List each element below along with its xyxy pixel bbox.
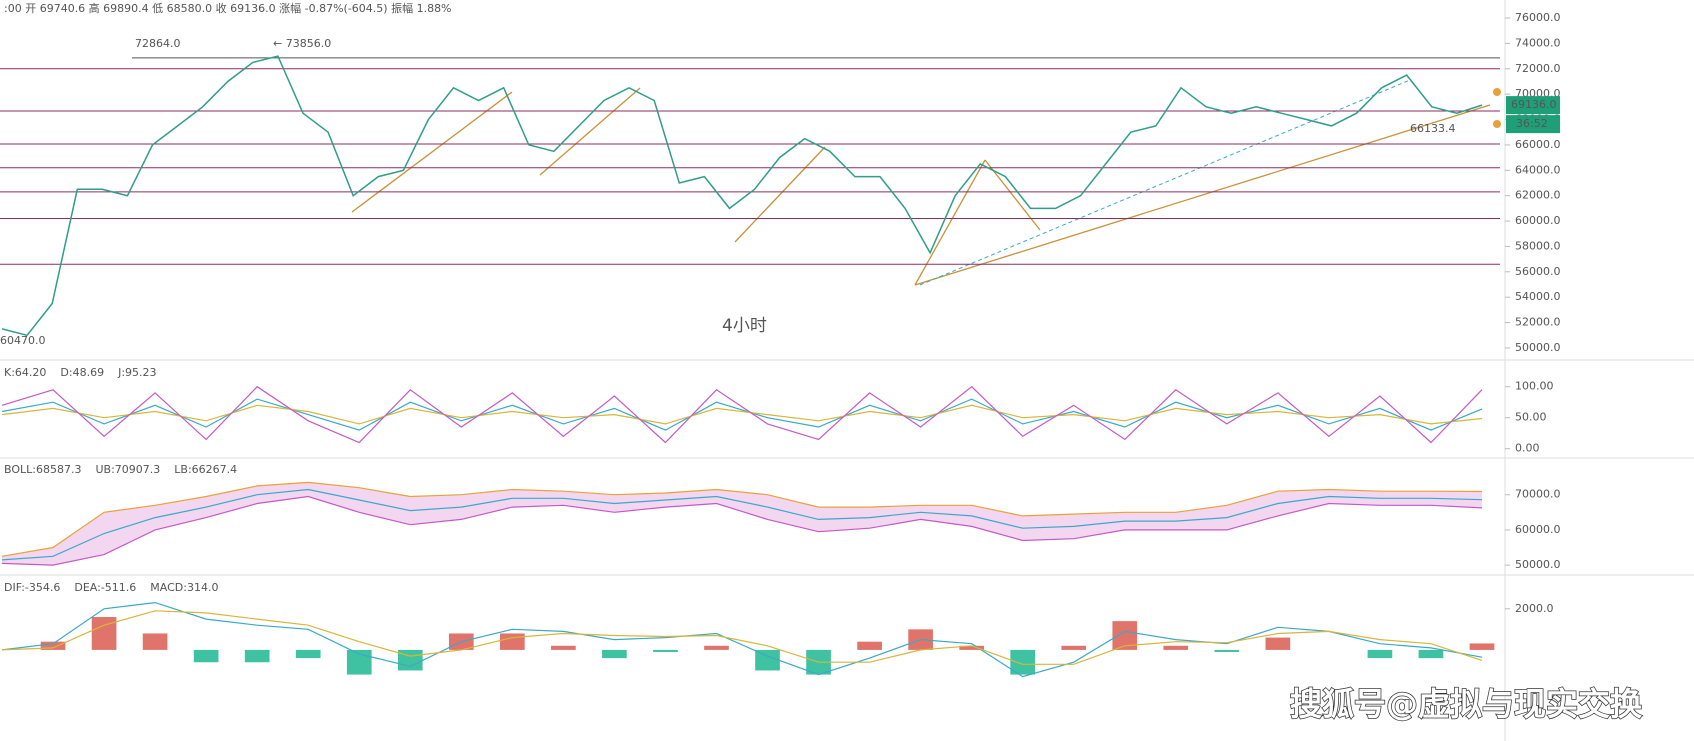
indicator-line	[1, 385, 1483, 444]
indicator-line	[1, 488, 1483, 561]
indicator-label: MACD:314.0	[150, 581, 218, 594]
handle	[1493, 88, 1501, 96]
y-tick-label: 60000.0	[1515, 523, 1561, 536]
countdown: 36:52	[1516, 117, 1548, 130]
macd-bar	[1061, 645, 1087, 650]
macd-bar	[1265, 637, 1291, 650]
indicator-line	[1, 601, 1483, 678]
macd-bar	[1418, 649, 1444, 659]
y-tick-label: 72000.0	[1515, 62, 1561, 75]
y-tick-label: 0.00	[1515, 442, 1540, 455]
indicator-line	[1, 404, 1483, 425]
macd-bar	[1214, 649, 1240, 652]
y-tick-label: 50000.0	[1515, 558, 1561, 571]
last-price-badge	[1506, 96, 1560, 115]
handle	[1493, 120, 1501, 128]
macd-bar	[1469, 643, 1495, 650]
indicator-line	[1, 398, 1483, 431]
macd-bar	[653, 649, 678, 652]
macd-bar	[40, 641, 66, 650]
y-tick-label: 2000.0	[1515, 602, 1554, 615]
macd-bar	[500, 633, 525, 650]
macd-bar	[602, 649, 627, 659]
macd-bar	[244, 649, 270, 663]
annotation: ← 73856.0	[273, 37, 331, 50]
macd-bar	[857, 641, 882, 650]
trend-line	[914, 104, 1491, 286]
macd-bar	[959, 645, 984, 650]
indicator-label: DEA:-511.6	[74, 581, 136, 594]
indicator-label: J:95.23	[117, 366, 156, 379]
indicator-label: LB:66267.4	[174, 463, 237, 476]
y-tick-label: 56000.0	[1515, 265, 1561, 278]
macd-bar	[397, 649, 423, 671]
ohlc-header: :00 开 69740.6 高 69890.4 低 68580.0 收 6913…	[4, 1, 452, 15]
macd-bar	[91, 617, 117, 650]
indicator-label: DIF:-354.6	[4, 581, 60, 594]
macd-bar	[295, 649, 321, 659]
trend-lines	[351, 87, 1491, 286]
annotation: 72864.0	[135, 37, 181, 50]
countdown-badge	[1506, 115, 1560, 134]
macd-bar	[755, 649, 780, 671]
macd-bar	[1367, 649, 1393, 659]
y-tick-label: 76000.0	[1515, 11, 1561, 24]
macd-bar	[704, 645, 729, 650]
y-tick-label: 52000.0	[1515, 316, 1561, 329]
indicator-label: D:48.69	[60, 366, 104, 379]
macd-bar	[551, 645, 576, 650]
indicator-label: K:64.20	[4, 366, 46, 379]
y-tick-label: 62000.0	[1515, 189, 1561, 202]
annotation: 4小时	[722, 316, 767, 336]
trend-line	[539, 87, 641, 176]
y-tick-label: 66000.0	[1515, 138, 1561, 151]
y-tick-label: 74000.0	[1515, 36, 1561, 49]
y-tick-label: 58000.0	[1515, 239, 1561, 252]
indicator-label: UB:70907.3	[95, 463, 160, 476]
indicator-line	[1, 610, 1483, 665]
trend-line	[734, 146, 826, 243]
last-price-label: 69136.0	[1511, 98, 1557, 111]
y-tick-label: 100.00	[1515, 380, 1554, 393]
macd-bar	[1010, 649, 1036, 675]
band-fill	[2, 482, 1482, 566]
macd-bar	[142, 633, 168, 650]
y-tick-label: 54000.0	[1515, 290, 1561, 303]
annotation: 66133.4	[1410, 122, 1456, 135]
trend-line-dashed	[919, 79, 1411, 286]
macd-bar	[193, 649, 219, 663]
y-tick-label: 50.00	[1515, 411, 1547, 424]
macd-bar	[1163, 645, 1189, 650]
y-tick-label: 50000.0	[1515, 341, 1561, 354]
y-tick-label: 60000.0	[1515, 214, 1561, 227]
annotation: 60470.0	[0, 334, 46, 347]
y-tick-label: 64000.0	[1515, 163, 1561, 176]
watermark: 搜狐号@虚拟与现实交换	[1290, 685, 1642, 723]
y-tick-label: 70000.0	[1515, 488, 1561, 501]
indicator-line	[1, 495, 1483, 566]
price-line	[1, 55, 1483, 337]
indicator-label: BOLL:68587.3	[4, 463, 81, 476]
trend-line	[351, 91, 513, 213]
indicator-line	[1, 481, 1483, 557]
